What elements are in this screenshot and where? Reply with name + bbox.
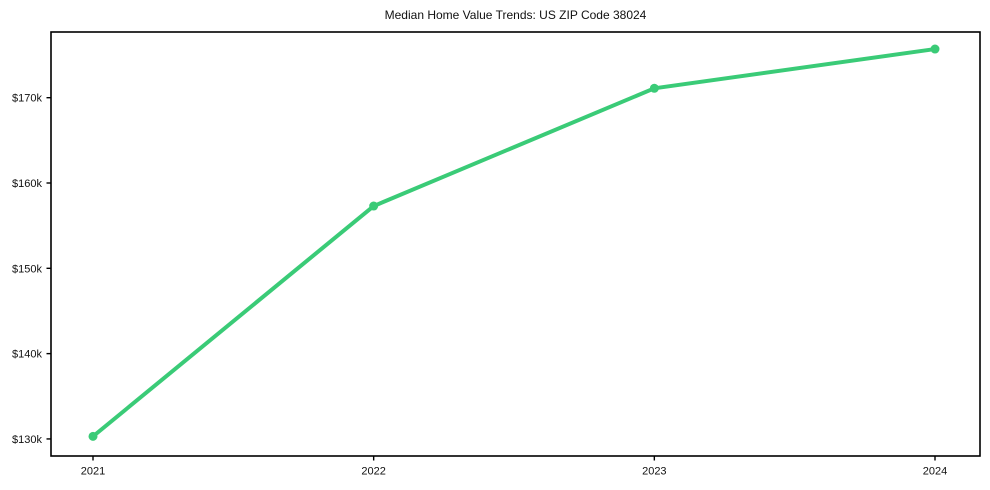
y-tick-label: $160k xyxy=(12,178,42,190)
data-point-marker xyxy=(649,83,659,93)
x-tick-label: 2021 xyxy=(81,466,105,478)
series-group xyxy=(88,44,940,441)
x-tick-label: 2023 xyxy=(642,466,666,478)
data-point-marker xyxy=(930,44,940,54)
trend-line xyxy=(91,47,937,439)
y-axis: $130k $140k $150k $160k $170k xyxy=(12,93,51,446)
x-axis: 2021 2022 2023 2024 xyxy=(81,456,947,478)
y-tick-label: $170k xyxy=(12,93,42,105)
y-tick-label: $150k xyxy=(12,263,42,275)
data-point-marker xyxy=(369,201,379,211)
data-point-marker xyxy=(88,431,98,441)
y-tick-label: $130k xyxy=(12,434,42,446)
x-tick-label: 2024 xyxy=(923,466,947,478)
y-tick-label: $140k xyxy=(12,349,42,361)
plot-border xyxy=(50,31,981,457)
chart-title: Median Home Value Trends: US ZIP Code 38… xyxy=(385,8,647,22)
x-tick-label: 2022 xyxy=(361,466,385,478)
